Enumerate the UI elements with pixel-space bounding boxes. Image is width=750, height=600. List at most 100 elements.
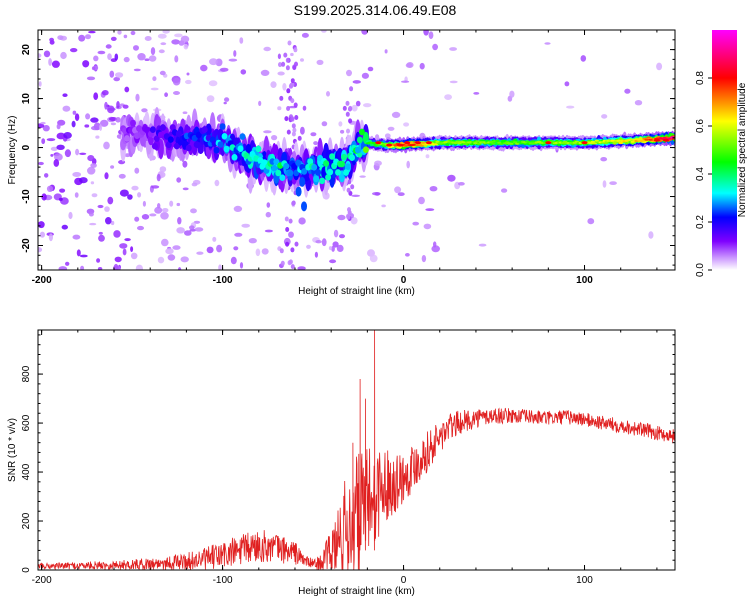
- noise-blob: [167, 254, 176, 261]
- noise-blob: [336, 244, 344, 252]
- noise-blob: [144, 58, 150, 61]
- noise-blob: [423, 223, 432, 230]
- noise-blob: [277, 71, 285, 76]
- spectrogram-ridge: [120, 107, 675, 212]
- ridge-cell: [221, 133, 228, 140]
- noise-blob: [418, 196, 425, 205]
- ridge-cell: [295, 159, 302, 167]
- noise-blob: [234, 232, 243, 237]
- ridge-hotspot: [386, 143, 393, 147]
- noise-blob: [97, 50, 106, 55]
- noise-blob: [478, 243, 487, 247]
- noise-blob: [91, 125, 100, 131]
- noise-blob: [114, 53, 119, 61]
- noise-blob: [134, 167, 140, 174]
- noise-blob: [184, 230, 192, 236]
- snr-series-line: [38, 330, 675, 570]
- noise-blob: [160, 42, 167, 46]
- ridge-cell: [473, 142, 478, 145]
- ridge-finger: [299, 176, 306, 187]
- noise-blob: [600, 157, 608, 162]
- noise-blob: [137, 225, 144, 231]
- noise-blob: [130, 252, 138, 260]
- figure-title: S199.2025.314.06.49.E08: [294, 2, 457, 18]
- noise-blob: [107, 196, 114, 205]
- noise-blob: [544, 42, 551, 45]
- noise-blob: [58, 197, 63, 201]
- noise-blob: [74, 113, 80, 121]
- noise-blob: [97, 204, 104, 209]
- noise-blob: [228, 58, 238, 62]
- noise-blob: [290, 52, 294, 57]
- noise-blob: [42, 125, 50, 132]
- ridge-cell: [354, 146, 361, 154]
- ridge-cell: [592, 142, 597, 145]
- noise-blob: [501, 188, 508, 193]
- noise-blob: [80, 265, 85, 270]
- noise-blob: [142, 200, 146, 207]
- ridge-cell: [287, 169, 294, 177]
- noise-blob: [154, 206, 163, 214]
- noise-blob: [64, 149, 71, 158]
- noise-blob: [329, 259, 337, 264]
- noise-blob: [71, 120, 76, 128]
- noise-blob: [566, 105, 575, 109]
- noise-blob: [473, 92, 480, 95]
- noise-blob: [209, 58, 218, 66]
- noise-blob: [314, 251, 318, 258]
- ridge-cell: [167, 136, 174, 143]
- ridge-cell: [175, 130, 182, 137]
- ridge-cell: [185, 144, 192, 152]
- noise-blob: [56, 144, 65, 150]
- noise-blob: [282, 83, 287, 91]
- noise-blob: [361, 72, 369, 79]
- noise-blob: [169, 200, 174, 207]
- ridge-cell: [495, 139, 500, 142]
- noise-blob: [133, 68, 141, 72]
- noise-blob: [90, 163, 97, 168]
- x-tick-label: 100: [576, 275, 593, 286]
- noise-blob: [458, 182, 465, 186]
- noise-blob: [183, 43, 189, 50]
- noise-blob: [49, 37, 54, 42]
- noise-blob: [72, 234, 81, 240]
- streak-blob: [286, 129, 291, 135]
- noise-blob: [150, 47, 156, 56]
- streak-blob: [288, 259, 293, 265]
- noise-blob: [313, 141, 318, 146]
- x-tick-label: -200: [32, 575, 52, 586]
- noise-blob: [133, 45, 139, 51]
- noise-blob: [182, 187, 189, 191]
- noise-blob: [425, 208, 435, 212]
- noise-blob: [176, 202, 181, 207]
- noise-blob: [387, 126, 395, 131]
- noise-blob: [189, 225, 195, 230]
- ridge-cell: [223, 145, 230, 153]
- noise-blob: [57, 35, 64, 40]
- noise-blob: [105, 44, 112, 49]
- noise-blob: [156, 173, 161, 182]
- ridge-cell: [130, 119, 136, 127]
- ridge-cell: [335, 169, 341, 176]
- noise-blob: [326, 91, 330, 97]
- noise-blob: [363, 103, 372, 108]
- colorbar-label: Normalized spectral amplitude: [737, 82, 748, 217]
- streak-blob: [291, 123, 296, 129]
- noise-blob: [124, 86, 130, 93]
- ridge-cell: [630, 140, 635, 143]
- noise-blob: [41, 138, 46, 145]
- noise-blob: [264, 229, 273, 233]
- ridge-cell: [461, 141, 466, 144]
- noise-blob: [123, 56, 130, 63]
- noise-blob: [110, 220, 115, 226]
- noise-blob: [116, 101, 120, 109]
- noise-blob: [172, 245, 181, 250]
- ridge-cell: [193, 141, 200, 148]
- ridge-cell: [530, 140, 536, 143]
- ridge-cell: [273, 158, 280, 166]
- y-tick-label: 0: [21, 144, 32, 150]
- noise-blob: [288, 231, 294, 238]
- noise-blob: [333, 229, 339, 238]
